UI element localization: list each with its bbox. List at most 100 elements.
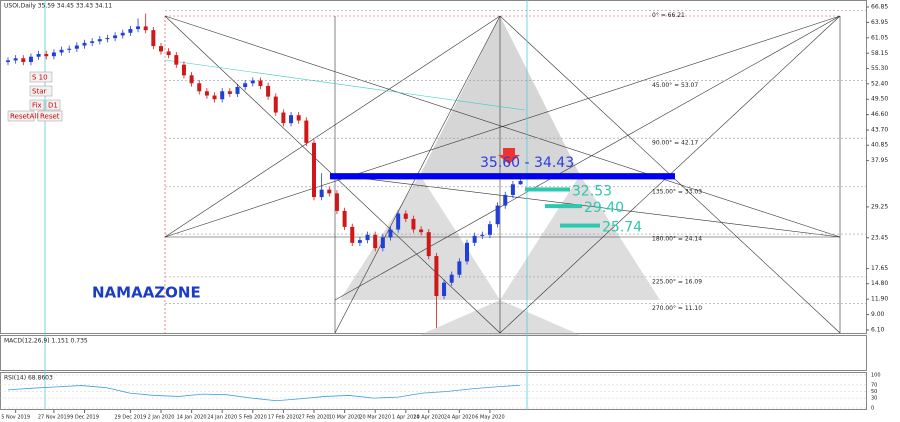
candle-body <box>304 120 309 143</box>
button-label[interactable]: Star <box>32 88 46 96</box>
candle-body <box>227 91 232 94</box>
button-label[interactable]: Fix <box>32 102 42 110</box>
x-tick-label: 14 Apr 2020 <box>413 415 444 421</box>
fan-label: 90.00° = 42.17 <box>652 140 698 147</box>
candle-body <box>319 189 324 198</box>
candle-body <box>510 184 515 195</box>
candle-body <box>82 42 87 46</box>
button[interactable] <box>29 99 45 111</box>
x-tick-label: 6 May 2020 <box>475 415 504 421</box>
target-bar <box>525 187 570 192</box>
fan-label: 270.00° = 11.10 <box>652 305 702 312</box>
button[interactable] <box>45 99 61 111</box>
x-tick-label: 24 Apr 2020 <box>444 415 475 421</box>
watermark: NAMAAZONE <box>92 284 201 302</box>
candle-body <box>357 240 362 243</box>
x-tick-label: 17 Feb 2020 <box>268 415 299 421</box>
candle-body <box>143 26 148 31</box>
candle-body <box>281 112 286 124</box>
y-tick-label: 23.45 <box>871 234 888 241</box>
candle-body <box>174 55 179 65</box>
candle-body <box>136 26 141 30</box>
x-tick-label: 1 Apr 2020 <box>392 415 420 421</box>
x-tick-label: 20 Mar 2020 <box>359 415 391 421</box>
macd-label: MACD(12,26,9) 1.151 0.735 <box>4 338 88 345</box>
x-tick-label: 27 Feb 2020 <box>298 415 329 421</box>
candle-body <box>28 56 33 63</box>
candle-body <box>6 60 10 63</box>
candle-body <box>449 274 454 283</box>
candle-body <box>67 48 72 50</box>
candle-body <box>289 115 294 124</box>
candle-body <box>243 83 248 88</box>
rsi-tick-label: 70 <box>871 382 877 388</box>
y-tick-label: 37.95 <box>871 157 888 164</box>
candle-body <box>44 54 49 57</box>
candle-body <box>204 91 209 96</box>
chart-header: USOI,Daily 35.59 34.45 33.43 34.11 <box>4 3 112 10</box>
candle-body <box>350 226 355 243</box>
arrow-down <box>498 148 520 164</box>
target-label: 32.53 <box>572 183 612 199</box>
candle-body <box>59 49 64 53</box>
target-bar <box>560 223 600 228</box>
candle-body <box>296 115 301 121</box>
candle-body <box>212 95 217 100</box>
y-tick-label: 43.70 <box>871 127 888 134</box>
x-tick-label: 10 Mar 2020 <box>329 415 361 421</box>
rsi-label: RSI(14) 68.8603 <box>4 375 53 382</box>
zone <box>330 173 675 180</box>
button-label[interactable]: ResetAll <box>10 113 38 121</box>
button-label[interactable]: S 10 <box>32 74 48 82</box>
button[interactable] <box>29 71 53 83</box>
target-label: 29.40 <box>584 200 624 216</box>
candle-body <box>113 35 118 39</box>
candle-body <box>365 234 370 241</box>
candle-body <box>273 96 278 113</box>
y-tick-label: 9.00 <box>871 311 885 318</box>
candle-body <box>434 256 439 296</box>
candle-body <box>373 234 378 249</box>
y-tick-label: 46.60 <box>871 111 888 118</box>
x-tick-label: 27 Nov 2019 <box>38 415 70 421</box>
y-tick-label: 63.95 <box>871 19 888 26</box>
fan-label: 180.00° = 24.14 <box>652 236 702 243</box>
button-label[interactable]: D1 <box>48 102 58 110</box>
candle-body <box>189 75 194 84</box>
candle-body <box>181 64 186 76</box>
button-group: S 10 Star Fix D1 ResetAll Reset <box>7 71 63 122</box>
rsi-tick-label: 100 <box>871 373 881 379</box>
x-tick-label: 2 Jan 2020 <box>148 415 175 421</box>
candle-body <box>472 235 477 243</box>
target-label: 25.74 <box>602 220 642 236</box>
candle-body <box>74 45 79 49</box>
candle-body <box>151 30 156 47</box>
candle-body <box>159 46 163 52</box>
y-tick-label: 49.50 <box>871 96 888 103</box>
y-tick-label: 52.40 <box>871 80 888 87</box>
y-tick-label: 6.10 <box>871 327 885 334</box>
candle-body <box>495 205 500 225</box>
x-tick-label: 5 Nov 2019 <box>1 415 30 421</box>
button-label[interactable]: Reset <box>40 113 60 121</box>
candle-body <box>128 29 133 33</box>
candle-body <box>51 52 56 57</box>
candle-body <box>487 224 492 235</box>
candle-body <box>250 80 255 84</box>
button[interactable] <box>37 110 63 122</box>
y-tick-label: 17.65 <box>871 265 888 272</box>
candle-body <box>21 58 26 63</box>
x-tick-label: 24 Jan 2020 <box>207 415 237 421</box>
target-bar <box>545 204 582 209</box>
y-tick-label: 58.15 <box>871 50 888 57</box>
gann-box <box>164 15 841 335</box>
zone-label: 35.60 - 34.43 <box>480 155 574 171</box>
candle-body <box>342 210 347 227</box>
y-tick-label: 29.25 <box>871 203 888 210</box>
button[interactable] <box>29 85 53 97</box>
button[interactable] <box>7 110 35 122</box>
candle-body <box>388 229 393 238</box>
fan-label: 225.00° = 16.09 <box>652 278 702 285</box>
